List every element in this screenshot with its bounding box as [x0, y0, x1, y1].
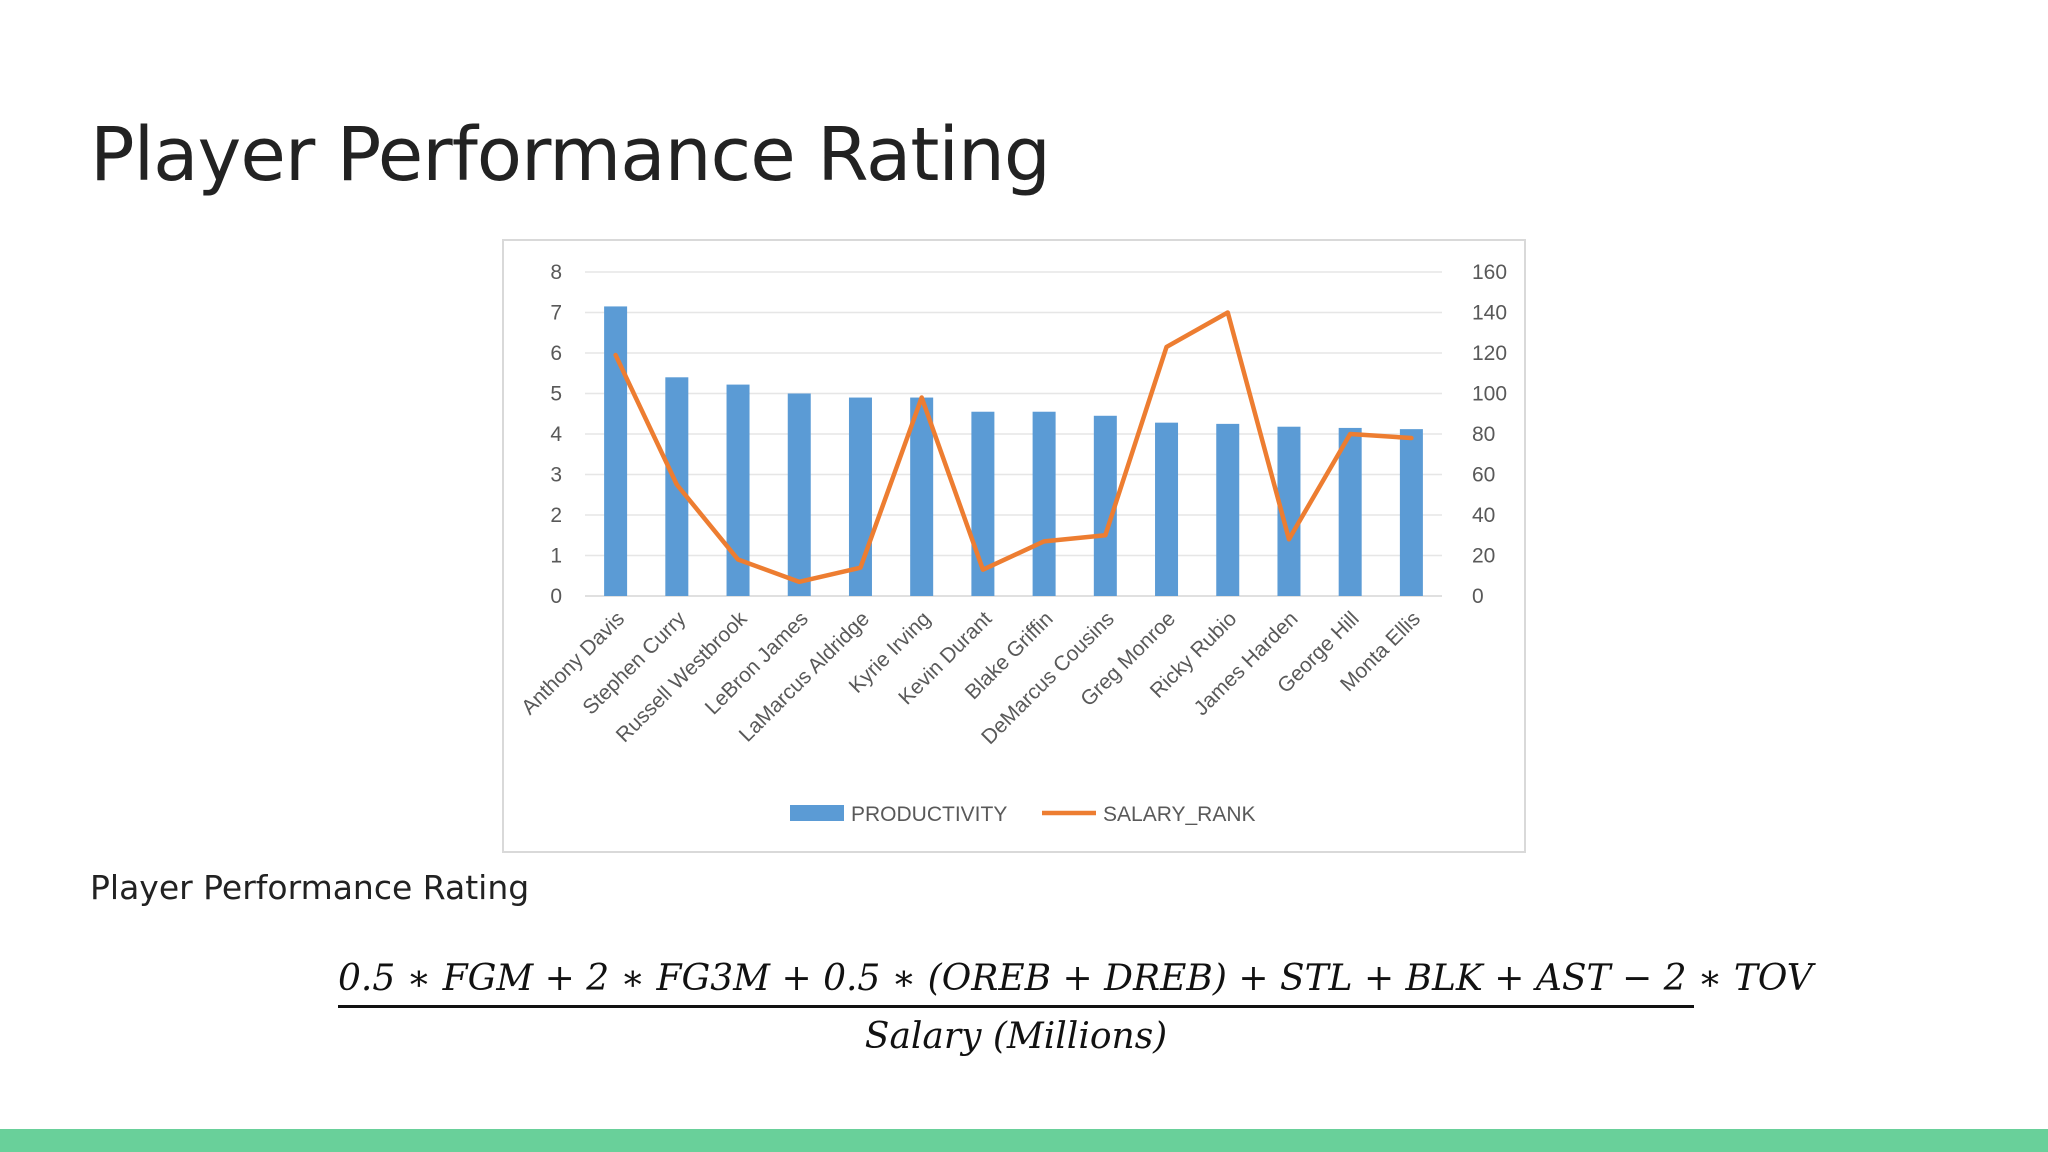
legend-label-productivity: PRODUCTIVITY — [851, 803, 1007, 826]
slide-title: Player Performance Rating — [90, 112, 1051, 198]
y-left-tick-label: 3 — [550, 464, 562, 487]
legend-label-salary-rank: SALARY_RANK — [1103, 803, 1256, 826]
productivity-bar — [787, 393, 811, 596]
x-category-label: James Harden — [1190, 607, 1303, 720]
productivity-bar — [604, 306, 628, 596]
y-left-tick-label: 4 — [550, 423, 562, 446]
rating-formula: 0.5 ∗ FGM + 2 ∗ FG3M + 0.5 ∗ (OREB + DRE… — [338, 958, 1813, 1057]
y-left-tick-label: 2 — [550, 504, 562, 527]
productivity-bar — [1216, 423, 1240, 596]
formula-label: Player Performance Rating — [90, 868, 530, 907]
y-left-tick-label: 0 — [550, 585, 562, 608]
productivity-bar — [1032, 411, 1056, 596]
y-right-tick-label: 80 — [1472, 423, 1495, 446]
formula-numerator: 0.5 ∗ FGM + 2 ∗ FG3M + 0.5 ∗ (OREB + DRE… — [338, 958, 1813, 1008]
y-right-tick-label: 140 — [1472, 302, 1507, 325]
y-left-tick-label: 8 — [550, 261, 562, 284]
productivity-bar — [1277, 426, 1301, 596]
productivity-bar — [726, 384, 750, 596]
y-right-tick-label: 160 — [1472, 261, 1507, 284]
y-left-tick-label: 1 — [550, 545, 562, 568]
x-category-label: Anthony Davis — [517, 607, 629, 719]
productivity-bar — [1093, 415, 1117, 596]
productivity-bar — [1338, 427, 1362, 596]
legend-swatch-productivity — [790, 805, 844, 821]
formula-denominator: Salary (Millions) — [864, 1016, 1168, 1057]
bottom-accent-bar — [0, 1129, 2048, 1152]
y-right-tick-label: 100 — [1472, 383, 1507, 406]
productivity-bar — [1155, 422, 1179, 596]
y-right-tick-label: 120 — [1472, 342, 1507, 365]
productivity-bar — [1399, 429, 1423, 596]
y-right-tick-label: 0 — [1472, 585, 1484, 608]
y-right-tick-label: 40 — [1472, 504, 1495, 527]
y-right-tick-label: 20 — [1472, 545, 1495, 568]
productivity-bar — [910, 397, 934, 596]
y-left-tick-label: 6 — [550, 342, 562, 365]
y-left-tick-label: 7 — [550, 302, 562, 325]
salary-rank-line — [613, 310, 1414, 585]
y-right-tick-label: 60 — [1472, 464, 1495, 487]
y-left-tick-label: 5 — [550, 383, 562, 406]
combo-chart: 0 1 2 3 4 5 6 7 8 0 20 40 60 80 100 120 140 160 Anthony Da… — [502, 239, 1526, 853]
